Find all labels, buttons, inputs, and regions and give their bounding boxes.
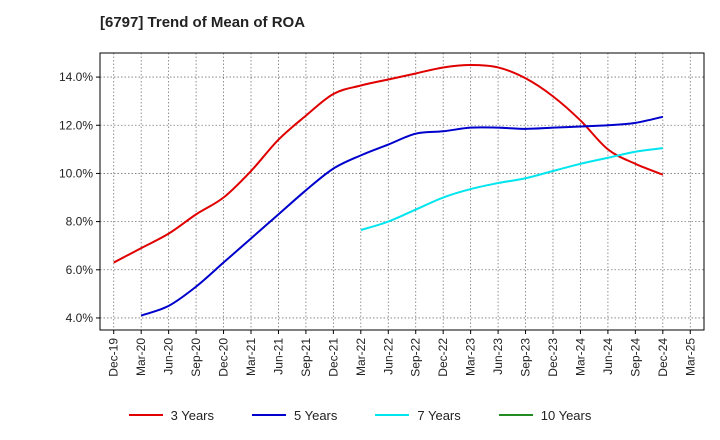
- y-tick-label: 12.0%: [59, 118, 93, 132]
- x-tick-label: Dec-24: [656, 338, 670, 377]
- grid-lines: [100, 53, 704, 330]
- x-tick-label: Jun-22: [381, 338, 395, 375]
- x-tick-label: Dec-22: [436, 338, 450, 377]
- x-tick-label: Jun-23: [491, 338, 505, 375]
- x-tick-label: Mar-23: [464, 338, 478, 376]
- y-tick-label: 6.0%: [66, 263, 94, 277]
- legend-item: 5 Years: [252, 408, 337, 423]
- plot-area: [100, 53, 704, 330]
- x-tick-label: Sep-23: [519, 338, 533, 377]
- axes: Dec-19 Mar-20 Jun-20 Sep-20 Dec-20 Mar-21 Jun-…: [59, 70, 697, 377]
- x-tick-label: Jun-24: [601, 338, 615, 375]
- legend-swatch: [375, 414, 410, 416]
- chart-title: [6797] Trend of Mean of ROA: [100, 14, 306, 31]
- x-tick-label: Mar-21: [244, 338, 258, 376]
- legend-item: 7 Years: [375, 407, 461, 423]
- x-tick-label: Sep-24: [628, 338, 642, 377]
- chart-legend: 3 Years 5 Years 7 Years 10 Years: [0, 405, 720, 425]
- x-tick-label: Mar-24: [573, 338, 587, 376]
- series-line-5-years: [140, 115, 664, 317]
- x-tick-label: Jun-21: [271, 338, 285, 375]
- x-tick-label: Mar-20: [134, 338, 148, 376]
- y-tick-label: 10.0%: [59, 166, 93, 180]
- legend-swatch: [128, 414, 163, 416]
- x-tick-label: Mar-25: [683, 338, 697, 376]
- x-tick-label: Sep-22: [409, 338, 423, 377]
- legend-label: 10 Years: [540, 407, 592, 423]
- y-tick-label: 14.0%: [59, 70, 93, 84]
- x-tick-label: Dec-21: [326, 338, 340, 377]
- series-line-3-years: [113, 64, 664, 264]
- legend-label: 5 Years: [294, 407, 338, 423]
- legend-item: 3 Years: [128, 407, 214, 423]
- legend-swatch: [498, 414, 533, 416]
- series-lines: [113, 64, 664, 317]
- x-tick-label: Dec-23: [546, 338, 560, 377]
- x-tick-label: Jun-20: [162, 338, 176, 375]
- legend-label: 7 Years: [417, 407, 461, 423]
- x-tick-label: Sep-20: [189, 338, 203, 377]
- x-tick-label: Sep-21: [299, 338, 313, 377]
- x-tick-label: Mar-22: [354, 338, 368, 376]
- x-tick-label: Dec-19: [107, 338, 121, 377]
- series-line-7-years: [360, 147, 663, 231]
- x-tick-label: Dec-20: [217, 338, 231, 377]
- legend-label: 3 Years: [170, 407, 214, 423]
- plot-border: [99, 52, 705, 331]
- legend-swatch: [252, 414, 286, 416]
- legend-item: 10 Years: [498, 407, 592, 423]
- y-tick-label: 8.0%: [66, 215, 94, 229]
- y-tick-label: 4.0%: [66, 311, 94, 325]
